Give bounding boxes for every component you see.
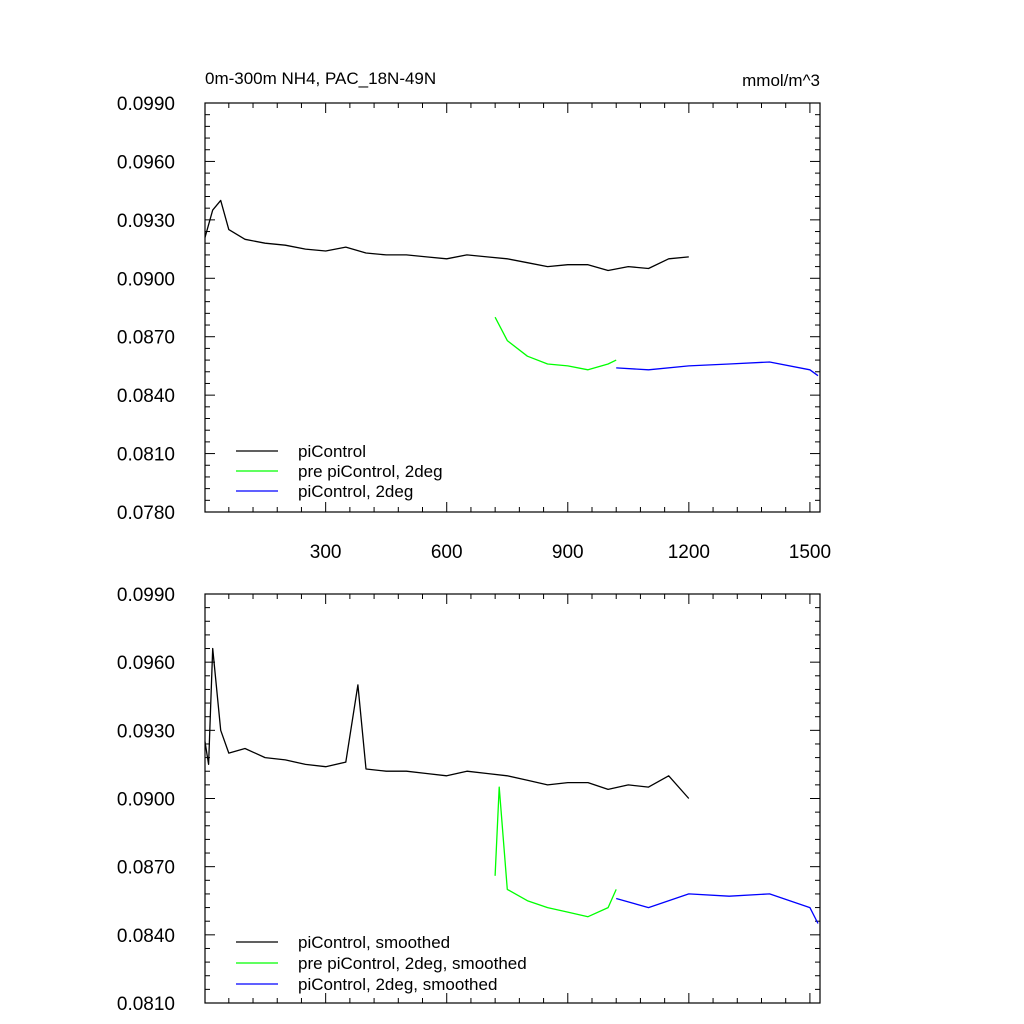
- series-line: [204, 199, 689, 272]
- series-line: [494, 786, 617, 918]
- y-tick-label: 0.0990: [117, 585, 175, 606]
- legend-label: piControl: [298, 442, 366, 461]
- series-line: [616, 361, 819, 377]
- y-tick-label: 0.0960: [117, 653, 175, 674]
- y-tick-label: 0.0870: [117, 328, 175, 349]
- legend-label: piControl, 2deg: [298, 482, 413, 501]
- x-tick-label: 1500: [789, 542, 831, 563]
- y-tick-label: 0.0840: [117, 926, 175, 947]
- y-tick-label: 0.0900: [117, 269, 175, 290]
- y-tick-label: 0.0930: [117, 721, 175, 742]
- y-tick-label: 0.0780: [117, 503, 175, 524]
- series-line: [204, 647, 690, 799]
- panel-top: 0.0780 0.0810 0.0840 0.0870 0.0900 0.0930 0.09…: [117, 94, 831, 563]
- y-tick-label: 0.0810: [117, 994, 175, 1015]
- x-tick-label: 300: [310, 542, 342, 563]
- legend-label: piControl, 2deg, smoothed: [298, 975, 497, 994]
- series-line: [616, 893, 819, 924]
- series-line: [494, 316, 617, 371]
- legend-label: pre piControl, 2deg, smoothed: [298, 954, 527, 973]
- chart-title: 0m-300m NH4, PAC_18N-49N: [205, 69, 436, 88]
- y-tick-label: 0.0840: [117, 386, 175, 407]
- x-tick-label: 600: [431, 542, 463, 563]
- y-tick-label: 0.0870: [117, 858, 175, 879]
- legend-label: piControl, smoothed: [298, 933, 450, 952]
- y-tick-label: 0.0990: [117, 94, 175, 115]
- y-tick-label: 0.0930: [117, 211, 175, 232]
- y-tick-label: 0.0900: [117, 790, 175, 811]
- panel-bottom: 0.0810 0.0840 0.0870 0.0900 0.0930 0.0960 0.09…: [117, 585, 821, 1015]
- plot-frame: [204, 102, 821, 513]
- y-tick-label: 0.0960: [117, 152, 175, 173]
- x-tick-label: 900: [552, 542, 584, 563]
- legend-label: pre piControl, 2deg: [298, 462, 443, 481]
- x-tick-label: 1200: [668, 542, 710, 563]
- units-label: mmol/m^3: [742, 71, 820, 90]
- y-tick-label: 0.0810: [117, 445, 175, 466]
